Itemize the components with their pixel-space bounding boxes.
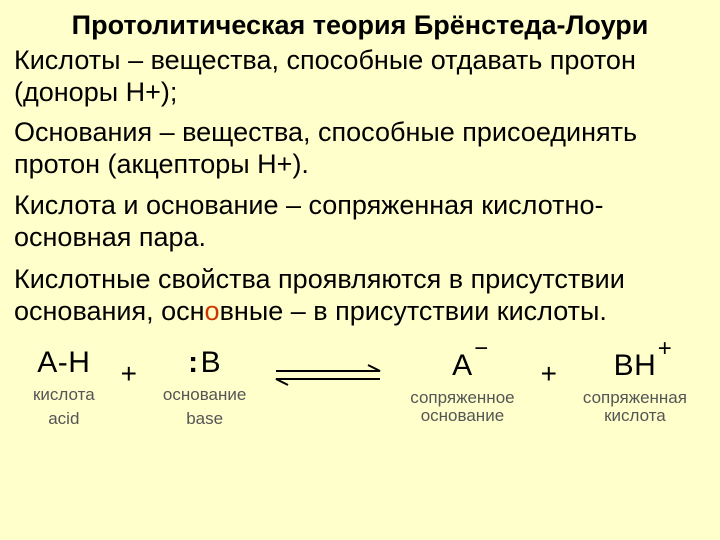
label-conj-acid-ru-b: кислота — [604, 406, 666, 425]
term-acid: A-H кислота acid — [33, 346, 95, 429]
species-bh-text: BH — [614, 349, 657, 382]
reaction-equation: A-H кислота acid + :B основание base A− … — [14, 346, 706, 429]
label-base-ru: основание — [163, 386, 246, 405]
label-conj-acid-ru-a: сопряженная — [583, 388, 687, 407]
label-acid-en: acid — [48, 409, 79, 429]
definition-acids: Кислоты – вещества, способные отдавать п… — [14, 45, 706, 109]
plus-2: + — [537, 358, 561, 390]
label-conj-base-ru-a: сопряженное — [410, 388, 514, 407]
properties-text-b: вные – в присутствии кислоты. — [220, 296, 607, 326]
term-conj-base: A− сопряженное основание — [410, 349, 514, 426]
label-conj-base-ru: сопряженное основание — [410, 389, 514, 426]
label-base-en: base — [186, 409, 223, 429]
lone-pair-icon: : — [188, 346, 199, 379]
label-acid-ru: кислота — [33, 386, 95, 405]
term-conj-acid: BH+ сопряженная кислота — [583, 349, 687, 426]
plus-1: + — [117, 358, 141, 390]
charge-minus-icon: − — [474, 335, 489, 363]
slide-title: Протолитическая теория Брёнстеда-Лоури — [14, 10, 706, 41]
species-b: :B — [188, 346, 221, 380]
properties-text-accent: о — [205, 296, 220, 326]
species-bh-plus: BH+ — [614, 349, 657, 383]
label-conj-acid-ru: сопряженная кислота — [583, 389, 687, 426]
charge-plus-icon: + — [658, 335, 673, 363]
conjugate-pair-text: Кислота и основание – сопряженная кислот… — [14, 190, 706, 254]
species-a-text: A — [452, 349, 473, 382]
equilibrium-arrow — [268, 361, 388, 389]
label-conj-base-ru-b: основание — [421, 406, 504, 425]
properties-text: Кислотные свойства проявляются в присутс… — [14, 264, 706, 328]
species-a-minus: A− — [452, 349, 473, 383]
species-ah: A-H — [37, 346, 90, 380]
species-b-text: B — [201, 346, 222, 379]
definition-bases: Основания – вещества, способные присоеди… — [14, 117, 706, 181]
term-base: :B основание base — [163, 346, 246, 429]
